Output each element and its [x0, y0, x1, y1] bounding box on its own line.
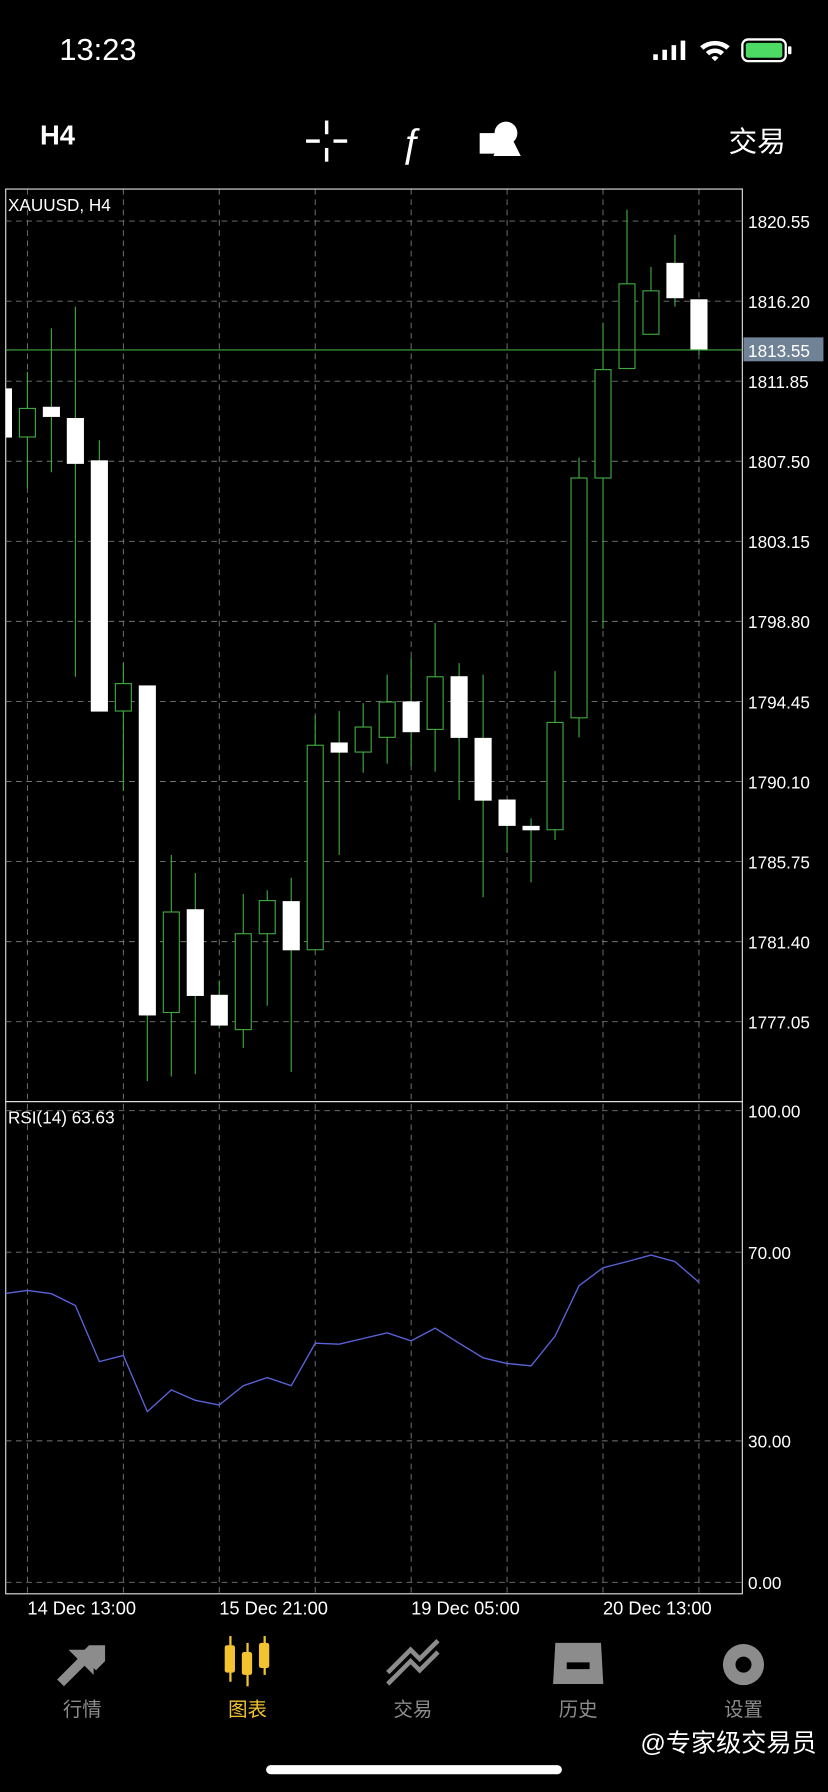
tab[interactable]: 设置	[722, 1644, 765, 1721]
candle-body	[402, 701, 420, 733]
tab-label: 历史	[559, 1699, 598, 1721]
y-tick-label: 1781.40	[748, 932, 810, 952]
timeframe-button[interactable]: H4	[40, 120, 76, 151]
candle-body	[114, 683, 132, 712]
candle-body	[666, 262, 684, 299]
candle-body	[5, 388, 12, 438]
candle-body	[522, 825, 540, 831]
candle-body	[690, 299, 708, 351]
candle-body	[570, 477, 588, 719]
tab-label: 设置	[724, 1699, 763, 1721]
candle-body	[138, 685, 156, 1016]
y-tick-label: 1820.55	[748, 212, 810, 232]
crosshair-button[interactable]	[306, 120, 348, 162]
tab-bar: 行情 图表 交易 历史 设置	[57, 1636, 765, 1721]
candle-body	[162, 911, 180, 1014]
candle-body	[42, 406, 60, 417]
candle-body	[642, 290, 660, 335]
candle-body	[258, 900, 276, 935]
watermark: @专家级交易员	[640, 1729, 816, 1757]
objects-button[interactable]	[479, 121, 521, 156]
candle-body	[618, 283, 636, 370]
candle-body	[426, 676, 444, 730]
tab-label: 交易	[393, 1699, 432, 1721]
candle-body	[186, 909, 204, 996]
y-tick-label: 100.00	[748, 1102, 800, 1122]
y-tick-label: 1777.05	[748, 1013, 810, 1033]
tab-label: 行情	[63, 1699, 102, 1721]
y-tick-label: 1807.50	[748, 452, 810, 472]
panel-title: RSI(14) 63.63	[8, 1107, 115, 1127]
y-tick-label: 0.00	[748, 1573, 781, 1593]
candle-body	[378, 701, 396, 738]
panel-frame	[5, 1101, 743, 1595]
y-tick-label: 1785.75	[748, 852, 810, 872]
candle-body	[498, 799, 516, 826]
y-tick-label: 1790.10	[748, 772, 810, 792]
status-time: 13:23	[59, 32, 136, 67]
indicators-button[interactable]: ƒ	[400, 122, 422, 166]
y-tick-label: 1798.80	[748, 612, 810, 632]
candle-body	[282, 901, 300, 951]
status-icons	[653, 38, 792, 63]
x-tick-label: 20 Dec 13:00	[603, 1597, 712, 1618]
candle-body	[306, 744, 324, 951]
y-tick-label: 1811.85	[748, 372, 809, 392]
candle-body	[18, 407, 36, 438]
candle-body	[354, 726, 372, 753]
candle-body	[330, 742, 348, 753]
candle-body	[450, 676, 468, 738]
candles	[5, 209, 708, 1082]
y-tick-label: 70.00	[748, 1243, 791, 1263]
tab[interactable]: 行情	[57, 1645, 106, 1721]
x-tick-label: 15 Dec 21:00	[219, 1597, 328, 1618]
tab[interactable]: 历史	[553, 1642, 604, 1721]
x-tick-label: 19 Dec 05:00	[411, 1597, 520, 1618]
tab-label: 图表	[228, 1699, 267, 1721]
candle-body	[210, 994, 228, 1026]
chart-area: 1820.55 1816.20 1811.85 1807.50 1803.15 1798.…	[5, 188, 824, 1618]
tab[interactable]: 图表	[224, 1636, 270, 1721]
candle-body	[474, 737, 492, 801]
candle-body	[546, 721, 564, 831]
current-price-label: 1813.55	[748, 341, 810, 361]
tab[interactable]: 交易	[386, 1639, 440, 1721]
x-tick-label: 14 Dec 13:00	[27, 1597, 136, 1618]
panel-title: XAUUSD, H4	[8, 195, 111, 215]
candle-body	[234, 933, 252, 1031]
home-indicator	[266, 1765, 562, 1775]
candle-body	[90, 460, 108, 712]
current-price-box	[743, 337, 824, 362]
y-tick-label: 1816.20	[748, 292, 810, 312]
y-tick-label: 30.00	[748, 1432, 791, 1452]
y-tick-label: 1794.45	[748, 692, 810, 712]
trade-button[interactable]: 交易	[729, 126, 786, 158]
y-tick-label: 1803.15	[748, 532, 810, 552]
candle-body	[66, 417, 84, 464]
candle-body	[594, 369, 612, 479]
rsi-line	[5, 1254, 700, 1413]
